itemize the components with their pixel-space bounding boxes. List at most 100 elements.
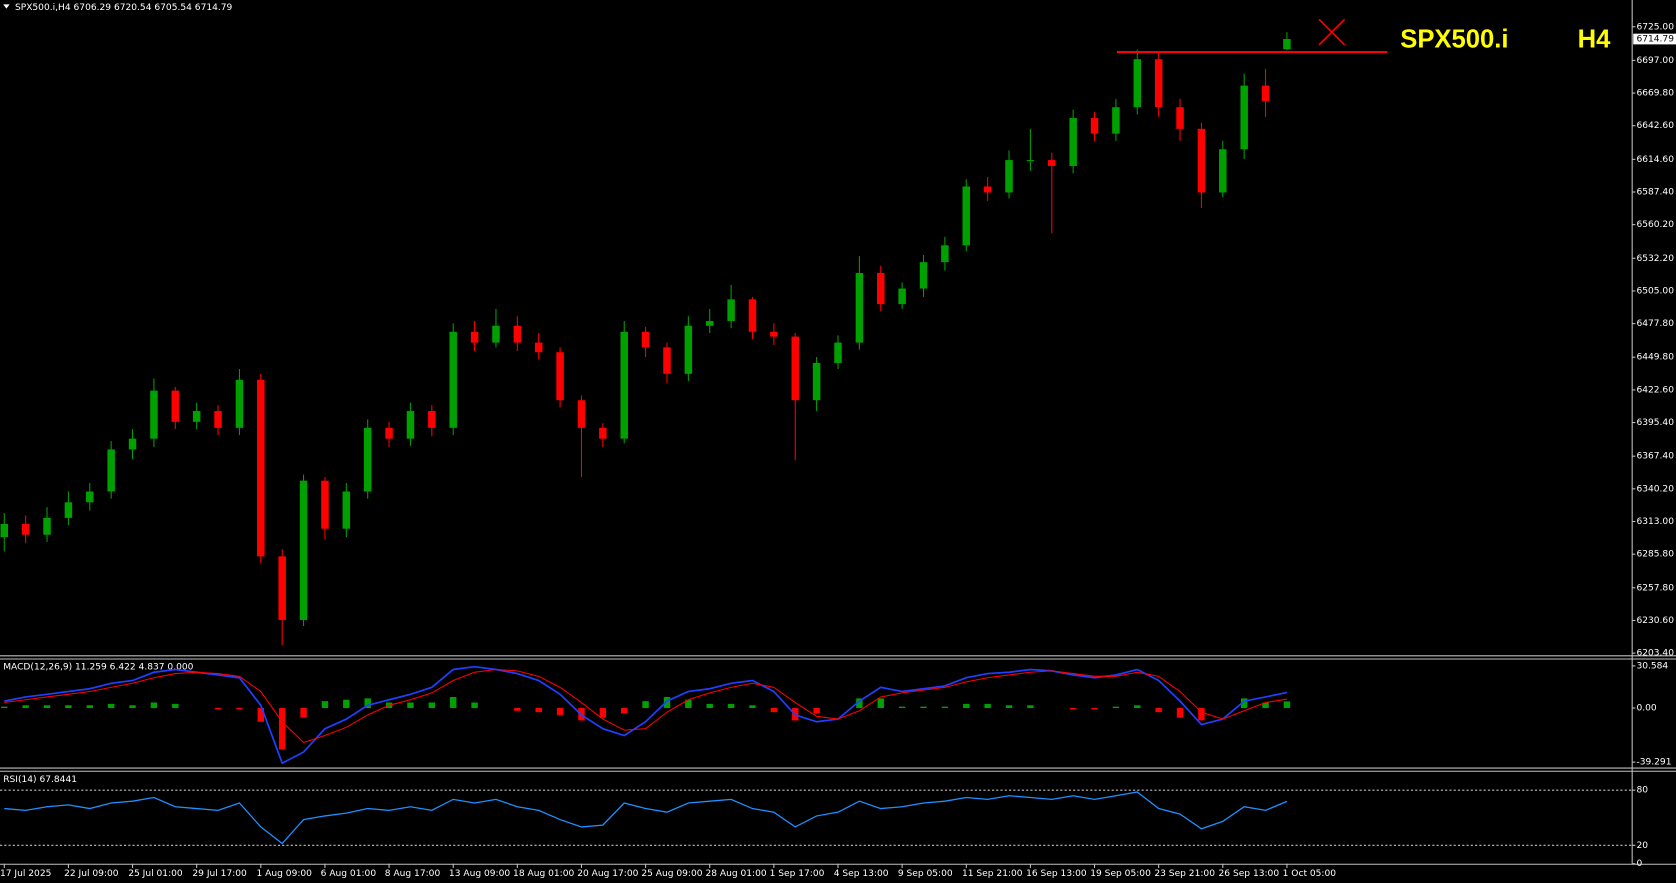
macd-histogram-bar (663, 697, 671, 709)
candle-body (1090, 118, 1099, 134)
candle-body (385, 427, 393, 439)
candle-body (577, 400, 586, 428)
candle-body (534, 342, 543, 353)
candle-body (641, 331, 650, 348)
symbol-annotation: H4 (1578, 25, 1612, 53)
candle-body (406, 411, 415, 439)
candle-body (1261, 85, 1270, 102)
candle-body (128, 438, 137, 450)
y-tick-label: 6203.40 (1636, 649, 1674, 659)
y-tick-label: -39.291 (1636, 758, 1671, 768)
y-tick-label: 6642.60 (1636, 121, 1674, 131)
macd-histogram-bar (364, 698, 371, 709)
macd-histogram-bar (65, 705, 72, 709)
y-tick-label: 6477.80 (1636, 319, 1674, 329)
macd-histogram-bar (1198, 708, 1205, 721)
rsi-title: RSI(14) 67.8441 (3, 775, 77, 785)
candle-body (363, 427, 372, 492)
x-tick-label: 18 Aug 01:00 (513, 869, 574, 879)
rsi-line (4, 791, 1288, 845)
candle-body (299, 480, 308, 620)
x-tick-label: 11 Sep 21:00 (962, 869, 1023, 879)
macd-histogram-bar (813, 708, 820, 714)
candle-body (171, 390, 180, 422)
x-tick-label: 6 Aug 01:00 (321, 869, 377, 879)
macd-histogram-bar (1176, 708, 1184, 718)
macd-histogram-bar (1262, 702, 1269, 709)
macd-histogram-bar (920, 706, 927, 709)
macd-line (4, 668, 1288, 744)
y-tick-label: 30.584 (1636, 661, 1668, 671)
candle-body (1069, 118, 1077, 167)
candle-body (1112, 107, 1120, 134)
candle-body (727, 299, 735, 321)
macd-histogram-bar (22, 705, 29, 709)
candle-body (1240, 85, 1248, 150)
macd-histogram-bar (941, 706, 949, 709)
macd-histogram-bar (963, 703, 970, 709)
candle-body (235, 379, 244, 428)
candle-body (150, 390, 158, 439)
macd-histogram-bar (898, 706, 906, 709)
macd-histogram-bar (770, 708, 778, 713)
x-tick-label: 19 Sep 05:00 (1090, 869, 1151, 879)
candle-body (1154, 59, 1163, 108)
y-tick-label: 6505.00 (1636, 286, 1674, 296)
candle-body (513, 325, 522, 343)
candle-body (877, 272, 885, 305)
macd-histogram-bar (1112, 706, 1120, 709)
x-tick-label: 1 Oct 05:00 (1283, 869, 1337, 879)
macd-histogram-bar (599, 708, 607, 718)
x-tick-label: 25 Aug 09:00 (641, 869, 702, 879)
y-tick-label: 6449.80 (1636, 353, 1674, 363)
y-tick-label: 0 (1636, 859, 1642, 869)
y-tick-label: 80 (1636, 786, 1648, 796)
macd-histogram-bar (1091, 708, 1098, 710)
macd-histogram-bar (727, 703, 735, 709)
candle-body (1197, 128, 1206, 193)
macd-histogram-bar (278, 708, 286, 750)
macd-histogram-bar (685, 699, 692, 709)
macd-histogram-bar (877, 698, 884, 709)
candle-body (962, 186, 971, 246)
candle-body (1005, 160, 1013, 193)
macd-histogram-bar (535, 708, 542, 713)
y-tick-label: 0.00 (1636, 704, 1656, 714)
candle-body (86, 491, 94, 503)
macd-histogram-bar (621, 708, 628, 714)
candle-body (278, 556, 286, 620)
candle-body (43, 517, 51, 535)
y-tick-label: 6422.60 (1636, 385, 1674, 395)
x-tick-label: 23 Sep 21:00 (1154, 869, 1215, 879)
macd-histogram-bar (300, 708, 307, 718)
y-tick-label: 6340.20 (1636, 484, 1674, 494)
x-tick-label: 20 Aug 17:00 (577, 869, 638, 879)
x-mark (1318, 18, 1346, 46)
x-tick-label: 8 Aug 17:00 (385, 869, 441, 879)
candle-body (214, 411, 222, 428)
symbol-annotation: SPX500.i (1400, 25, 1508, 53)
menu-arrow[interactable] (3, 4, 10, 9)
macd-histogram-bar (236, 708, 243, 710)
candle-body (449, 331, 457, 428)
y-tick-label: 6614.60 (1636, 155, 1674, 165)
y-tick-label: 6395.40 (1636, 418, 1674, 428)
x-tick-label: 13 Aug 09:00 (449, 869, 510, 879)
candle-body (620, 331, 628, 439)
last-price-box (1633, 33, 1676, 45)
y-tick-label: 6257.80 (1636, 583, 1674, 593)
candle-body (983, 186, 992, 193)
x-tick-label: 29 Jul 17:00 (192, 869, 247, 879)
x-tick-label: 9 Sep 05:00 (898, 869, 953, 879)
macd-line (4, 665, 1288, 765)
x-tick-label: 25 Jul 01:00 (128, 869, 183, 879)
y-tick-label: 6587.40 (1636, 188, 1674, 198)
candle-body (1133, 59, 1142, 108)
macd-title: MACD(12,26,9) 11.259 6.422 4.837 0.000 (3, 663, 193, 673)
candle-body (1026, 160, 1035, 162)
candle-body (257, 379, 265, 557)
candle-body (791, 336, 799, 401)
x-tick-label: 1 Sep 17:00 (770, 869, 825, 879)
